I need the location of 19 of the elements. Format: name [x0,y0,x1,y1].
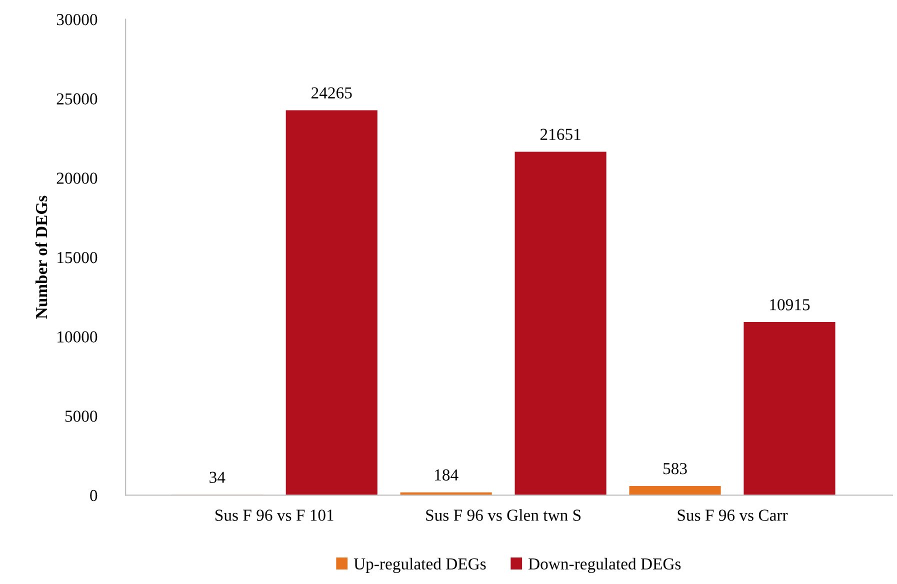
y-tick-label: 30000 [56,14,98,26]
data-label: 184 [435,469,458,481]
x-tick-label: Sus F 96 vs Carr [678,510,788,521]
data-label: 10915 [770,299,810,310]
data-label: 24265 [312,87,352,99]
legend-label: Up-regulated DEGs [354,558,486,573]
data-label: 34 [210,472,226,483]
y-tick-label: 15000 [58,252,98,264]
x-tick-label: Sus F 96 vs Glen twn S [426,509,581,521]
y-tick-label: 20000 [56,172,98,184]
y-tick-label: 0 [90,490,98,502]
data-label: 583 [663,463,687,474]
y-tick-label: 10000 [58,331,98,343]
y-tick-label: 5000 [65,410,98,422]
legend-label: Down-regulated DEGs [528,558,681,573]
y-tick-label: 25000 [56,93,98,105]
y-axis-title: Number of DEGs [35,196,48,319]
x-tick-label: Sus F 96 vs F 101 [216,510,334,521]
data-label: 21651 [540,128,580,140]
